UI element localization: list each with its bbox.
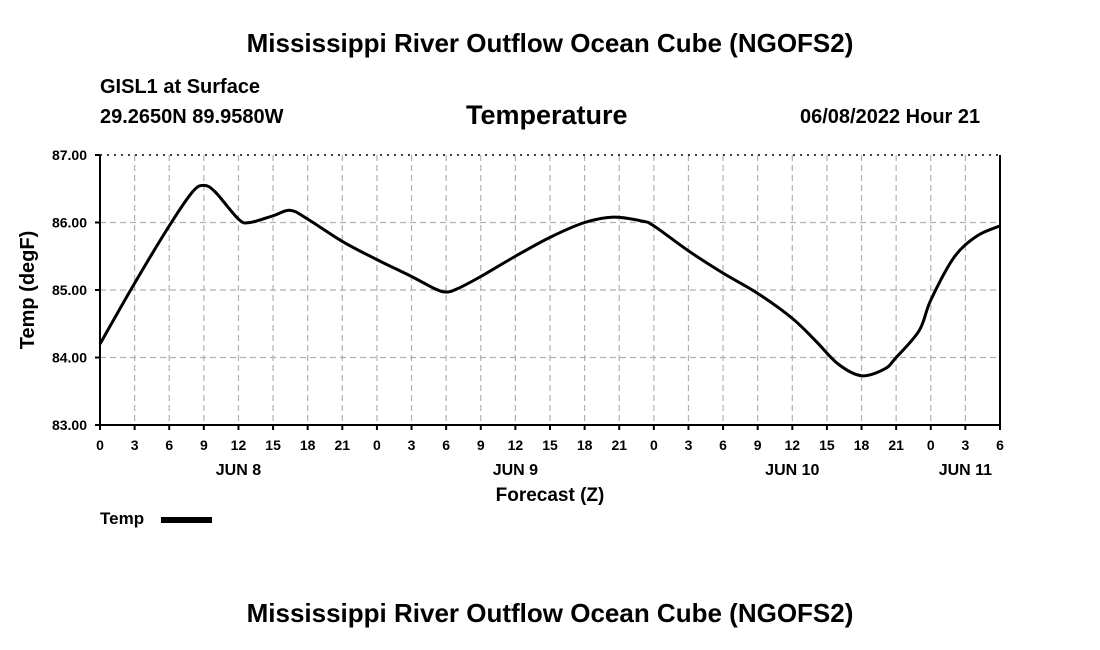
x-tick-label: 0 (650, 437, 658, 453)
x-tick-label: 0 (373, 437, 381, 453)
x-tick-label: 21 (611, 437, 627, 453)
x-tick-label: 18 (300, 437, 316, 453)
y-tick-label: 87.00 (52, 147, 87, 163)
page-title: Mississippi River Outflow Ocean Cube (NG… (246, 28, 854, 58)
y-tick-label: 84.00 (52, 350, 87, 366)
y-tick-label: 85.00 (52, 282, 87, 298)
x-tick-label: 12 (785, 437, 801, 453)
x-tick-label: 21 (335, 437, 351, 453)
x-day-label: JUN 9 (493, 462, 538, 479)
y-tick-label: 86.00 (52, 215, 87, 231)
x-day-label: JUN 8 (216, 462, 261, 479)
station-label: GISL1 at Surface (100, 76, 261, 98)
x-tick-label: 12 (231, 437, 247, 453)
footer-title: Mississippi River Outflow Ocean Cube (NG… (246, 598, 854, 628)
x-tick-label: 3 (961, 437, 969, 453)
series-line-temp (98, 183, 1001, 378)
x-tick-label: 6 (996, 437, 1004, 453)
x-tick-label: 6 (165, 437, 173, 453)
x-tick-label: 3 (131, 437, 139, 453)
x-tick-label: 15 (265, 437, 281, 453)
x-tick-label: 18 (577, 437, 593, 453)
x-tick-label: 3 (685, 437, 693, 453)
temperature-chart: 83.00 84.00 85.00 86.00 87.00 0 3 6 9 12 15 18 21 0 3 6… (17, 147, 1004, 506)
forecast-datetime: 06/08/2022 Hour 21 (800, 106, 981, 128)
y-axis-title: Temp (degF) (17, 231, 39, 350)
legend-label: Temp (100, 509, 145, 528)
legend-line-swatch (161, 517, 212, 523)
x-tick-label: 21 (888, 437, 904, 453)
x-day-label: JUN 11 (939, 462, 992, 479)
x-tick-label: 9 (200, 437, 208, 453)
x-tick-label: 3 (408, 437, 416, 453)
x-day-label: JUN 10 (765, 462, 819, 479)
x-tick-label: 0 (96, 437, 104, 453)
x-tick-label: 12 (508, 437, 524, 453)
x-tick-label: 9 (754, 437, 762, 453)
x-tick-label: 6 (442, 437, 450, 453)
x-tick-label: 9 (477, 437, 485, 453)
chart-variable-title: Temperature (466, 100, 628, 130)
x-tick-label: 18 (854, 437, 870, 453)
x-tick-label: 0 (927, 437, 935, 453)
x-tick-label: 6 (719, 437, 727, 453)
station-coordinates: 29.2650N 89.9580W (100, 106, 284, 128)
y-tick-label: 83.00 (52, 417, 87, 433)
x-axis-title: Forecast (Z) (496, 485, 605, 506)
x-tick-label: 15 (819, 437, 835, 453)
x-tick-label: 15 (542, 437, 558, 453)
